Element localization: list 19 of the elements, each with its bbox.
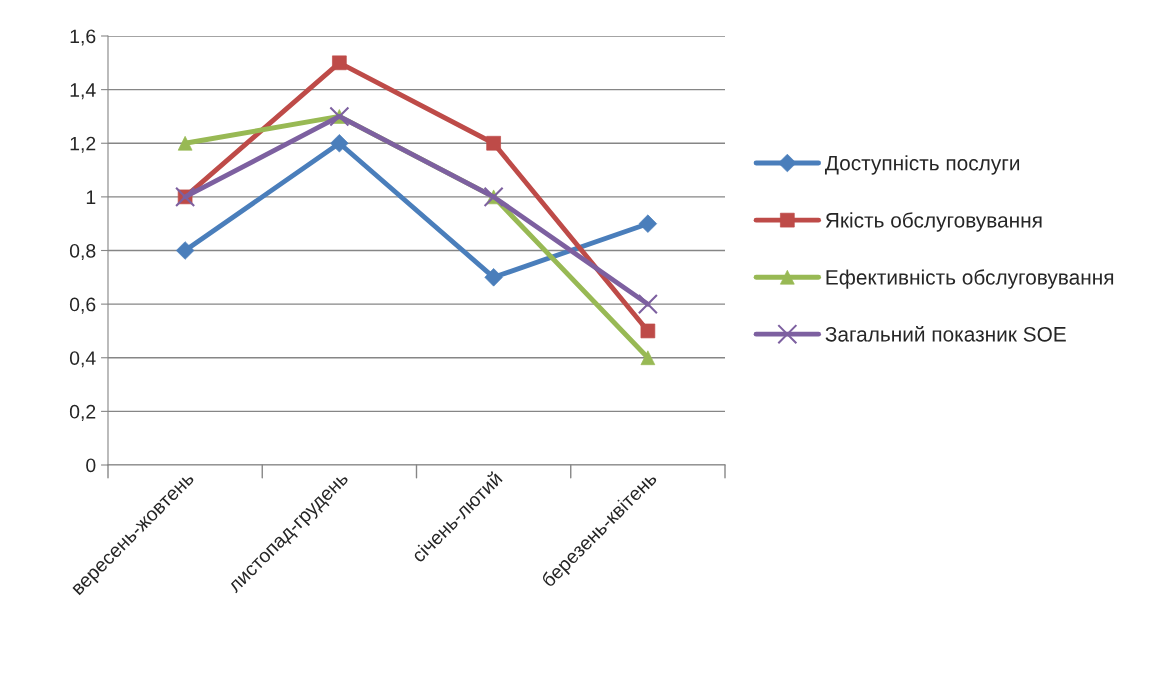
point xyxy=(637,294,658,315)
y-tick-label: 0,4 xyxy=(69,351,96,368)
y-tick-label: 0,8 xyxy=(69,243,96,261)
legend-label: Ефективність обслуговування xyxy=(826,269,1114,289)
y-tick-label: 1,6 xyxy=(70,29,96,46)
y-tick-label: 1 xyxy=(86,190,96,204)
point xyxy=(638,214,658,233)
legend-label: Доступність послуги xyxy=(824,155,1020,175)
legend-label: Загальний показник SOE xyxy=(825,325,1066,342)
y-tick-label: 0 xyxy=(86,458,96,473)
point xyxy=(640,323,656,339)
y-tick-label: 1,4 xyxy=(70,83,96,100)
y-tick-label: 1,2 xyxy=(70,136,96,153)
y-tick-label: 0,2 xyxy=(69,404,96,421)
point xyxy=(486,135,501,151)
y-tick-label: 0,6 xyxy=(69,297,96,314)
point xyxy=(175,241,195,260)
legend-label: Якість обслуговування xyxy=(825,212,1042,232)
point xyxy=(332,55,347,71)
